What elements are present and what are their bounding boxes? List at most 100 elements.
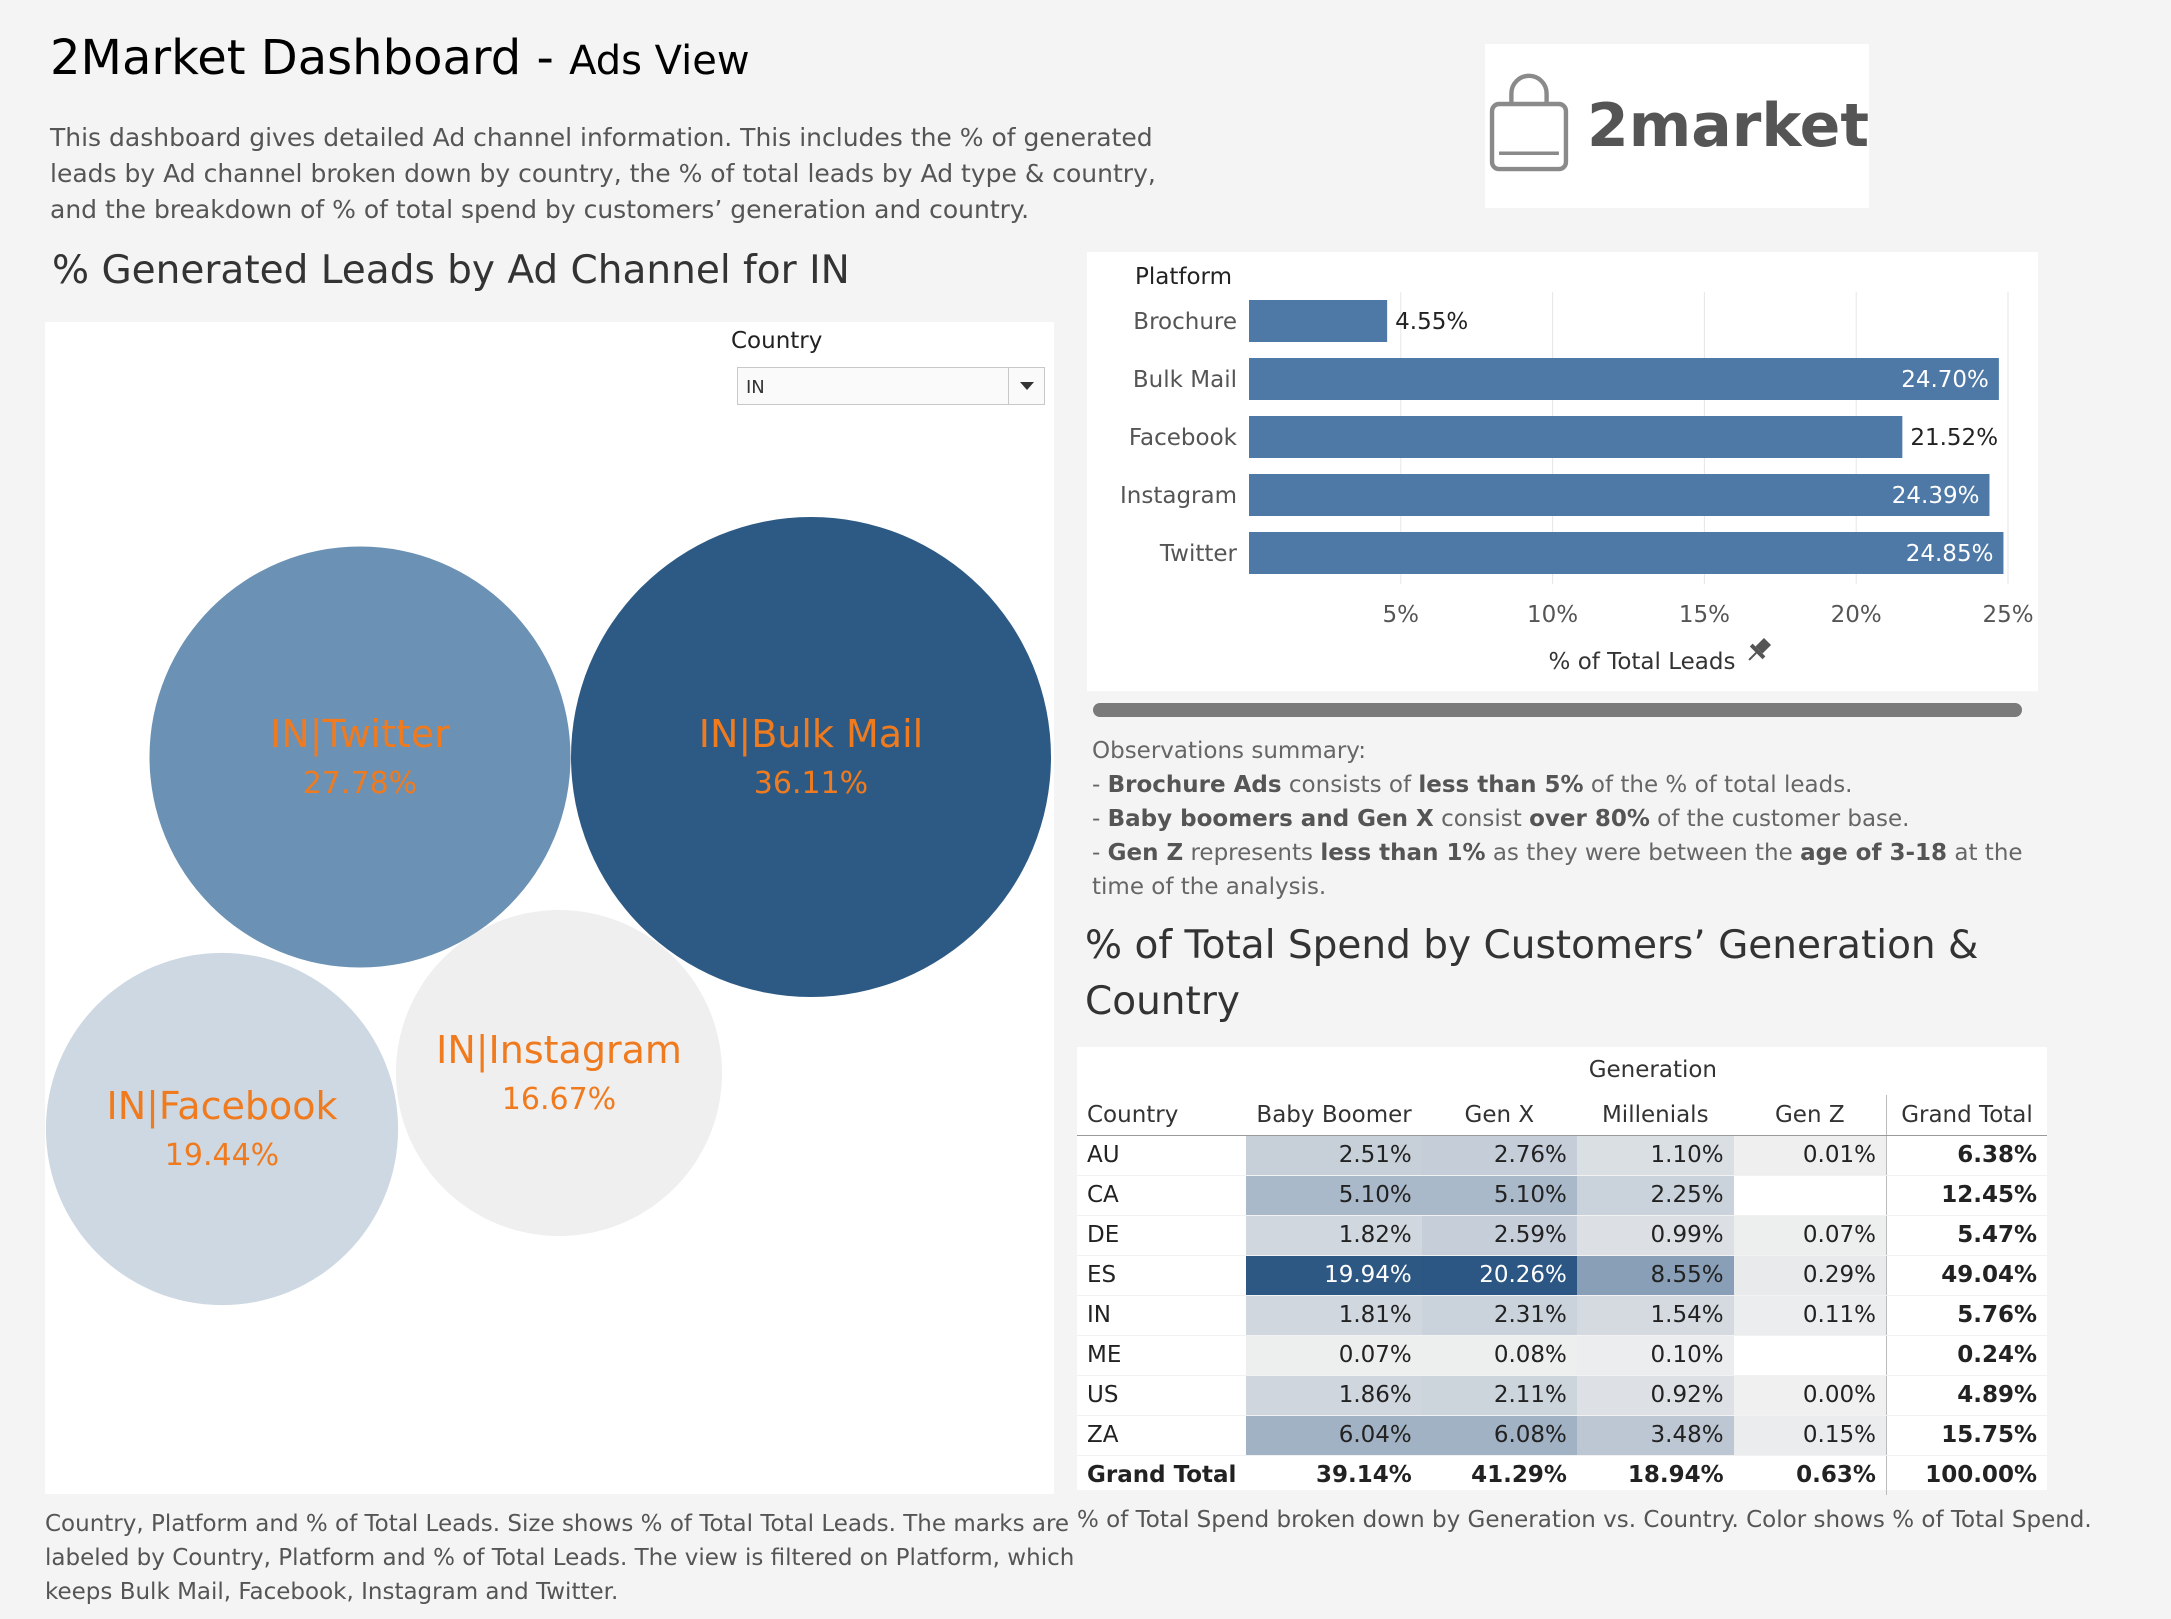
bubble-label: IN|Instagram [436, 1028, 682, 1073]
category-label: Brochure [1133, 309, 1237, 335]
grand-total-cell: 18.94% [1576, 1454, 1734, 1495]
bar-facebook[interactable] [1249, 416, 1903, 458]
heatmap-cell[interactable]: 1.86% [1246, 1375, 1422, 1416]
category-label: Facebook [1129, 425, 1238, 451]
generation-header: Generation [1588, 1057, 1717, 1083]
heatmap-cell[interactable]: 19.94% [1246, 1255, 1422, 1296]
logo-text: 2market [1586, 91, 1869, 161]
bubble-value-label: 19.44% [165, 1138, 279, 1173]
heatmap-cell[interactable] [1733, 1175, 1887, 1216]
heatmap-cell[interactable]: 1.81% [1246, 1295, 1422, 1336]
bar-instagram[interactable] [1249, 474, 1990, 516]
heatmap-cell[interactable]: 0.99% [1576, 1215, 1734, 1256]
heatmap-cell[interactable]: 0.07% [1733, 1215, 1887, 1256]
table-footnote: % of Total Spend broken down by Generati… [1077, 1507, 2092, 1533]
heatmap-cell[interactable]: 5.10% [1421, 1175, 1577, 1216]
row-grand-total: 15.75% [1885, 1415, 2047, 1456]
heatmap-cell[interactable]: 6.04% [1246, 1415, 1422, 1456]
heatmap-cell[interactable]: 2.76% [1421, 1135, 1577, 1176]
table-row: ZA 6.04% 6.08% 3.48% 0.15% 15.75% [1077, 1415, 2047, 1456]
chevron-down-icon[interactable] [1008, 368, 1044, 404]
row-country-label: IN [1077, 1295, 1247, 1336]
x-tick-label: 15% [1679, 602, 1730, 628]
row-grand-total: 5.47% [1885, 1215, 2047, 1256]
observation-item: - Baby boomers and Gen X consist over 80… [1092, 806, 1910, 832]
dashboard-title: 2Market Dashboard - Ads View [50, 30, 750, 86]
heatmap-cell[interactable]: 2.59% [1421, 1215, 1577, 1256]
row-grand-total: 49.04% [1885, 1255, 2047, 1296]
heatmap-cell[interactable]: 0.92% [1576, 1375, 1734, 1416]
heatmap-cell[interactable]: 1.54% [1576, 1295, 1734, 1336]
bubble-facebook[interactable] [45, 952, 399, 1306]
bubble-instagram[interactable] [395, 909, 723, 1237]
country-filter-dropdown[interactable]: IN [737, 367, 1045, 405]
row-grand-total: 12.45% [1885, 1175, 2047, 1216]
bar-bulk-mail[interactable] [1249, 358, 1999, 400]
bubble-twitter[interactable] [149, 546, 571, 968]
heatmap-cell[interactable]: 5.10% [1246, 1175, 1422, 1216]
bar-value-label: 21.52% [1910, 425, 1998, 451]
row-grand-total: 4.89% [1885, 1375, 2047, 1416]
row-country-label: AU [1077, 1135, 1247, 1176]
heatmap-cell[interactable]: 0.00% [1733, 1375, 1887, 1416]
row-country-label: DE [1077, 1215, 1247, 1256]
country-filter-value: IN [746, 377, 765, 398]
pin-icon[interactable] [1743, 635, 1774, 666]
heatmap-cell[interactable]: 0.01% [1733, 1135, 1887, 1176]
bar-chart-panel: 5% 10% 15% 20% 25% Platform Brochure 4.55% Bulk … [1087, 252, 2038, 692]
bar-value-label: 4.55% [1395, 309, 1468, 335]
bar-chart: 5% 10% 15% 20% 25% Platform Brochure 4.55% Bulk … [1087, 264, 2038, 692]
heatmap-cell[interactable]: 0.10% [1576, 1335, 1734, 1376]
heatmap-cell[interactable]: 2.31% [1421, 1295, 1577, 1336]
heatmap-cell[interactable]: 2.25% [1576, 1175, 1734, 1216]
category-label: Twitter [1159, 541, 1238, 567]
bubble-bulk-mail[interactable] [571, 517, 1051, 997]
heatmap-cell[interactable]: 0.29% [1733, 1255, 1887, 1296]
x-tick-label: 10% [1527, 602, 1578, 628]
grand-total-row: Grand Total 39.14% 41.29% 18.94% 0.63% 100.00… [1077, 1454, 2047, 1495]
grand-total-cell: 0.63% [1733, 1454, 1887, 1495]
bar-brochure[interactable] [1249, 300, 1388, 342]
column-header: Grand Total [1885, 1095, 2047, 1136]
country-filter-label: Country [731, 328, 823, 354]
table-title: % of Total Spend by Customers’ Generatio… [1085, 923, 1979, 1024]
bubble-value-label: 16.67% [502, 1082, 616, 1117]
dashboard-description: This dashboard gives detailed Ad channel… [50, 123, 1156, 224]
column-header: Millenials [1576, 1095, 1734, 1136]
heatmap-cell[interactable]: 0.15% [1733, 1415, 1887, 1456]
heatmap-cell[interactable]: 8.55% [1576, 1255, 1734, 1296]
observations-heading: Observations summary: [1092, 738, 1366, 764]
table-row: CA 5.10% 5.10% 2.25% 12.45% [1077, 1175, 2047, 1216]
heatmap-cell[interactable]: 0.11% [1733, 1295, 1887, 1336]
heatmap-cell[interactable]: 2.11% [1421, 1375, 1577, 1416]
column-header: Country [1077, 1095, 1247, 1136]
grand-total-label: Grand Total [1077, 1454, 1247, 1495]
heatmap-cell[interactable]: 20.26% [1421, 1255, 1577, 1296]
bubble-chart: IN|Bulk Mail 36.11% IN|Twitter 27.78% IN|Fac… [45, 517, 1051, 1306]
bubble-chart-panel: IN|Bulk Mail 36.11% IN|Twitter 27.78% IN|Fac… [45, 322, 1054, 1494]
heatmap-cell[interactable]: 1.82% [1246, 1215, 1422, 1256]
x-axis-title: % of Total Leads [1549, 649, 1736, 675]
row-country-label: ZA [1077, 1415, 1247, 1456]
bubble-value-label: 36.11% [754, 766, 868, 801]
y-axis-title: Platform [1135, 264, 1232, 290]
grand-total-cell: 41.29% [1421, 1454, 1577, 1495]
row-country-label: ES [1077, 1255, 1247, 1296]
heatmap-cell[interactable]: 1.10% [1576, 1135, 1734, 1176]
bar-value-label: 24.39% [1892, 483, 1980, 509]
heatmap-cell[interactable]: 0.08% [1421, 1335, 1577, 1376]
title-sub: Ads View [569, 38, 750, 84]
heatmap-cell[interactable]: 6.08% [1421, 1415, 1577, 1456]
bar-twitter[interactable] [1249, 532, 2004, 574]
row-grand-total: 5.76% [1885, 1295, 2047, 1336]
horizontal-scrollbar[interactable] [1093, 703, 2022, 717]
bar-value-label: 24.85% [1906, 541, 1994, 567]
heatmap-cell[interactable]: 0.07% [1246, 1335, 1422, 1376]
row-grand-total: 0.24% [1885, 1335, 2047, 1376]
heatmap-cell[interactable]: 2.51% [1246, 1135, 1422, 1176]
table-row: US 1.86% 2.11% 0.92% 0.00% 4.89% [1077, 1375, 2047, 1416]
heatmap-cell[interactable]: 3.48% [1576, 1415, 1734, 1456]
heatmap-cell[interactable] [1733, 1335, 1887, 1376]
row-country-label: CA [1077, 1175, 1247, 1216]
row-country-label: ME [1077, 1335, 1247, 1376]
